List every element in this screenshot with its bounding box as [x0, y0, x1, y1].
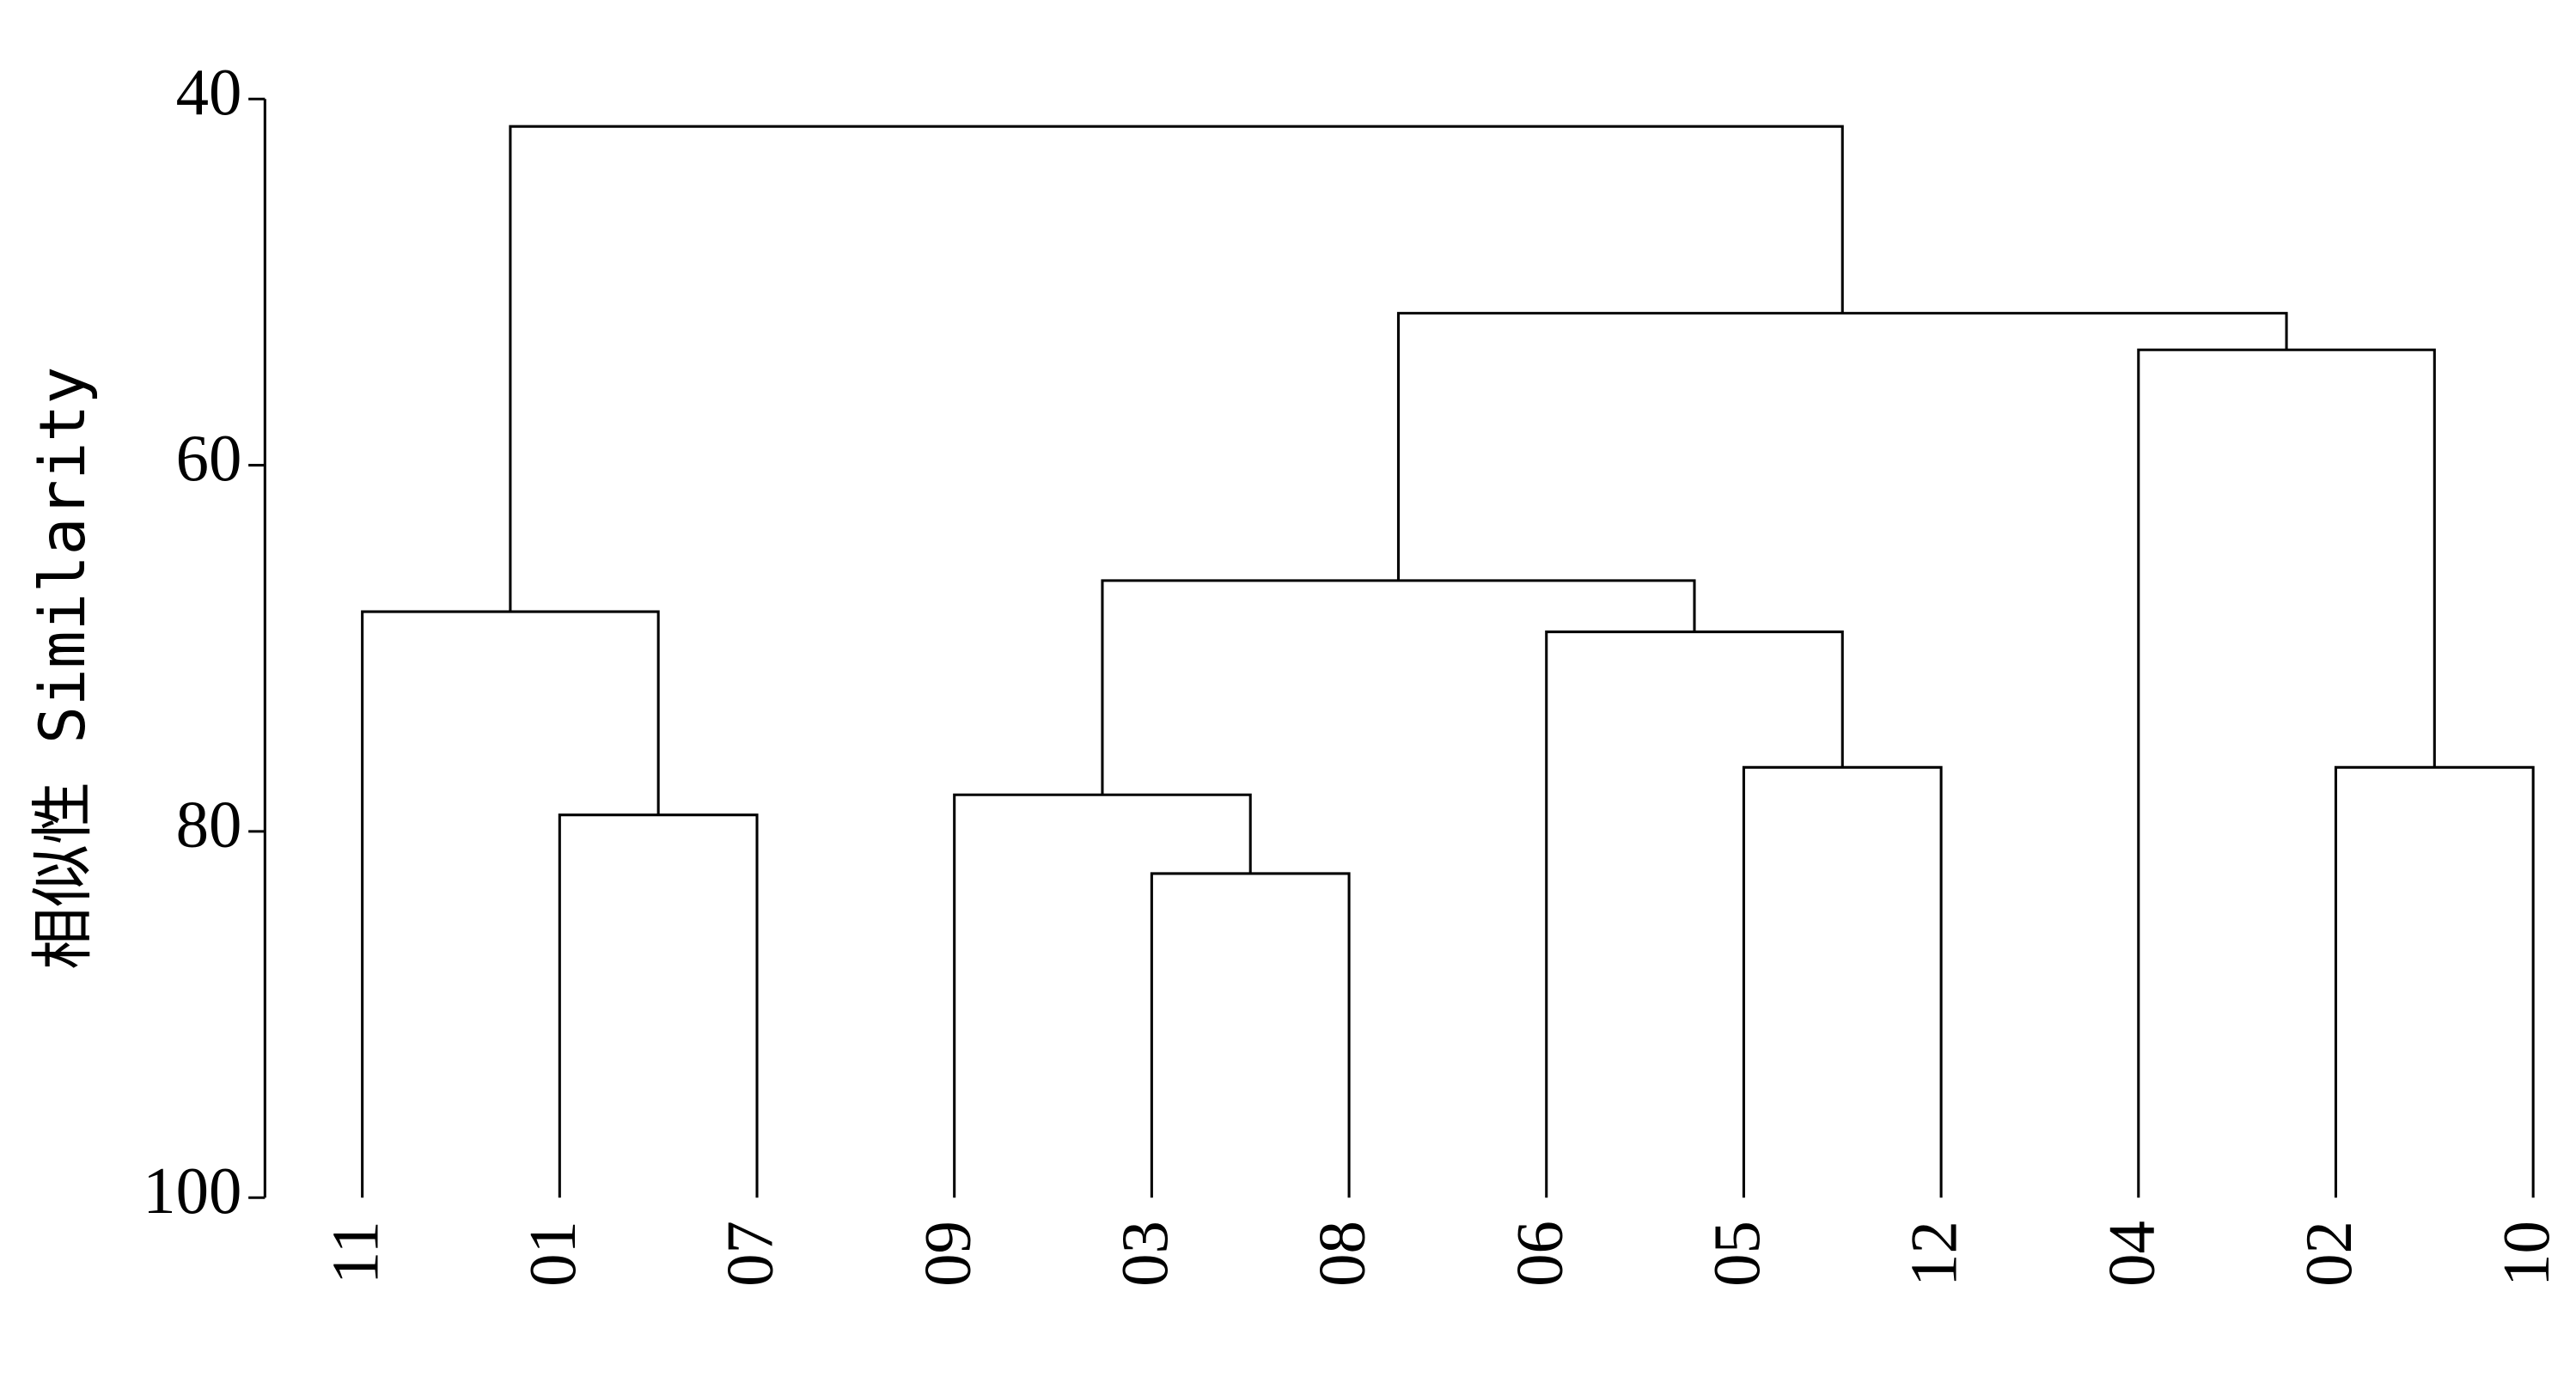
merge-link	[1150, 872, 1351, 1198]
leaf-label: 03	[1108, 1221, 1181, 1287]
leaf-label: 01	[516, 1221, 589, 1287]
merge-link	[361, 610, 660, 1198]
leaf-label: 11	[319, 1221, 392, 1284]
merge-link	[1396, 312, 2288, 581]
y-tick-label: 100	[143, 1154, 241, 1228]
merge-link	[558, 813, 759, 1198]
leaf-label: 05	[1700, 1221, 1773, 1287]
y-tick-label: 80	[176, 789, 242, 862]
merge-link	[2137, 348, 2436, 1198]
leaf-label: 06	[1503, 1221, 1576, 1287]
leaf-label: 12	[1898, 1221, 1971, 1287]
leaf-label: 04	[2095, 1221, 2168, 1287]
y-tick-label: 60	[176, 422, 242, 495]
y-axis-label: 相似性 Similarity	[27, 367, 100, 970]
leaf-label: 10	[2490, 1221, 2563, 1287]
merge-link	[1545, 631, 1844, 1198]
leaf-label: 02	[2292, 1221, 2365, 1287]
leaf-label: 07	[714, 1221, 787, 1287]
y-tick-label: 40	[176, 56, 242, 129]
leaf-label: 09	[911, 1221, 984, 1287]
leaf-label: 08	[1306, 1221, 1379, 1287]
merge-link	[509, 125, 1844, 612]
merge-link	[2334, 765, 2535, 1198]
merge-link	[1101, 579, 1696, 795]
merge-link	[1742, 765, 1943, 1198]
merge-link	[953, 793, 1252, 1198]
